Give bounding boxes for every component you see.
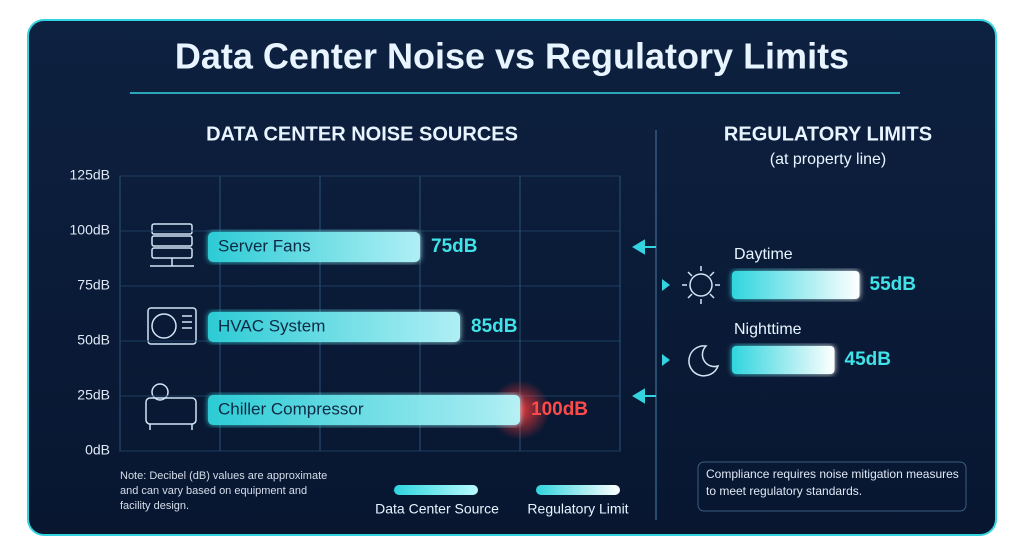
legend-swatch xyxy=(394,485,478,495)
title: Data Center Noise vs Regulatory Limits xyxy=(175,36,849,77)
y-tick-label: 125dB xyxy=(70,167,110,183)
legend-label: Regulatory Limit xyxy=(527,501,628,517)
bar xyxy=(208,232,420,262)
bar-label: HVAC System xyxy=(218,316,325,335)
regulatory-subtitle: (at property line) xyxy=(770,151,887,168)
note: Note: Decibel (dB) values are approximat… xyxy=(120,470,328,512)
bar xyxy=(208,312,460,342)
note-wrap: Note: Decibel (dB) values are approximat… xyxy=(120,470,328,512)
icons xyxy=(145,223,720,430)
y-tick-label: 50dB xyxy=(77,332,110,348)
legend-label: Data Center Source xyxy=(375,501,499,517)
limit-value: 55dB xyxy=(870,274,916,295)
compliance: Compliance requires noise mitigation mea… xyxy=(706,467,959,498)
limit-value: 45dB xyxy=(845,349,891,370)
bar-label: Server Fans xyxy=(218,236,311,255)
value-label: 100dB xyxy=(531,399,588,420)
limit-label: Daytime xyxy=(734,246,793,263)
y-tick-label: 100dB xyxy=(70,222,110,238)
value-label: 85dB xyxy=(471,316,517,337)
connectors xyxy=(632,239,670,404)
bar xyxy=(208,395,520,425)
y-tick-label: 75dB xyxy=(77,277,110,293)
value-label: 75dB xyxy=(431,236,477,257)
y-tick-label: 25dB xyxy=(77,387,110,403)
limit-bar xyxy=(732,271,860,299)
compliance-box xyxy=(697,461,967,512)
section-title: DATA CENTER NOISE SOURCES xyxy=(206,123,518,145)
limit-bar xyxy=(732,346,835,374)
limit-label: Nighttime xyxy=(734,321,802,338)
regulatory-title: REGULATORY LIMITS xyxy=(724,123,932,145)
y-tick-label: 0dB xyxy=(85,442,110,458)
legend-swatch xyxy=(536,485,620,495)
compliance-wrap: Compliance requires noise mitigation mea… xyxy=(706,467,959,498)
bar-label: Chiller Compressor xyxy=(218,399,364,418)
